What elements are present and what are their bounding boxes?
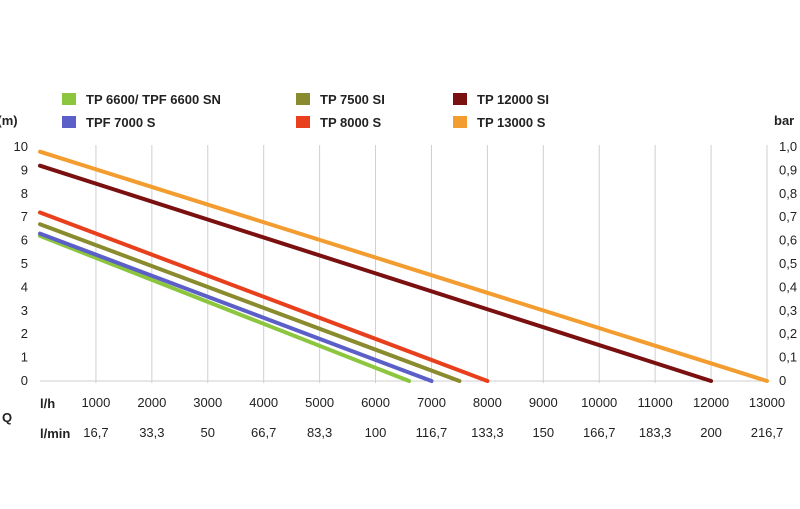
y-right-tick-label: 0,4 bbox=[779, 279, 797, 294]
x-lmin-tick-label: 116,7 bbox=[416, 425, 448, 440]
y-right-tick-label: 0,6 bbox=[779, 233, 797, 248]
legend-label: TPF 7000 S bbox=[86, 114, 156, 130]
lh-label: l/h bbox=[40, 396, 56, 411]
legend-item-tp13000: TP 13000 S bbox=[453, 114, 545, 130]
series-line-tpf-7000-s bbox=[38, 231, 434, 383]
x-lmin-tick-label: 66,7 bbox=[251, 425, 276, 440]
y-right-tick-label: 0,5 bbox=[779, 256, 797, 271]
series-line-tp-6600-tpf-6600-sn bbox=[38, 233, 412, 383]
x-lmin-tick-label: 200 bbox=[700, 425, 722, 440]
y-right-tick-label: 0,7 bbox=[779, 209, 797, 224]
x-lh-tick-label: 1000 bbox=[81, 395, 110, 410]
y-left-axis-label: H(m) bbox=[0, 113, 18, 128]
series-line-tp-12000-si bbox=[38, 163, 714, 383]
x-lmin-tick-label: 183,3 bbox=[639, 425, 672, 440]
y-left-tick-label: 7 bbox=[21, 209, 28, 224]
x-lmin-tick-label: 16,7 bbox=[83, 425, 108, 440]
legend-item-tpf7000: TPF 7000 S bbox=[62, 114, 155, 130]
legend-label: TP 13000 S bbox=[477, 114, 546, 130]
x-lh-tick-label: 2000 bbox=[137, 395, 166, 410]
series-line-tp-8000-s bbox=[38, 210, 490, 383]
y-right-tick-label: 0,8 bbox=[779, 186, 797, 201]
x-lmin-tick-label: 133,3 bbox=[471, 425, 504, 440]
series-line-tp-7500-si bbox=[38, 222, 462, 383]
y-left-tick-label: 2 bbox=[21, 326, 28, 341]
x-lmin-tick-label: 83,3 bbox=[307, 425, 332, 440]
legend-item-tp12000: TP 12000 SI bbox=[453, 91, 549, 107]
legend-label: TP 8000 S bbox=[320, 114, 382, 130]
legend-item-tp6600: TP 6600/ TPF 6600 SN bbox=[62, 91, 221, 107]
x-lh-tick-label: 11000 bbox=[638, 395, 673, 410]
x-lh-tick-label: 3000 bbox=[193, 395, 222, 410]
legend-item-tp7500: TP 7500 SI bbox=[296, 91, 385, 107]
legend-label: TP 7500 SI bbox=[320, 91, 385, 107]
legend-item-tp8000: TP 8000 S bbox=[296, 114, 381, 130]
y-left-tick-label: 4 bbox=[21, 279, 28, 294]
y-right-tick-label: 0,2 bbox=[779, 326, 797, 341]
x-lh-tick-label: 8000 bbox=[473, 395, 502, 410]
legend-swatch bbox=[62, 93, 76, 105]
x-lh-tick-label: 13000 bbox=[749, 395, 785, 410]
x-lmin-tick-label: 216,7 bbox=[751, 425, 784, 440]
y-left-tick-label: 5 bbox=[21, 256, 28, 271]
y-left-tick-label: 1 bbox=[21, 350, 28, 365]
x-lmin-tick-label: 33,3 bbox=[139, 425, 164, 440]
y-left-tick-label: 10 bbox=[14, 139, 28, 154]
y-left-tick-label: 8 bbox=[21, 186, 28, 201]
x-lh-tick-label: 10000 bbox=[581, 395, 617, 410]
y-left-tick-label: 0 bbox=[21, 373, 28, 388]
x-lh-tick-label: 5000 bbox=[305, 395, 334, 410]
legend-label: TP 6600/ TPF 6600 SN bbox=[86, 91, 221, 107]
x-lh-tick-label: 12000 bbox=[693, 395, 729, 410]
legend-swatch bbox=[296, 116, 310, 128]
x-lh-tick-label: 7000 bbox=[417, 395, 446, 410]
x-lh-tick-label: 6000 bbox=[361, 395, 390, 410]
y-left-tick-label: 9 bbox=[21, 162, 28, 177]
q-label: Q bbox=[2, 410, 13, 425]
x-lh-tick-label: 4000 bbox=[249, 395, 278, 410]
x-lmin-tick-label: 50 bbox=[201, 425, 215, 440]
y-right-tick-label: 1,0 bbox=[779, 139, 797, 154]
legend-swatch bbox=[296, 93, 310, 105]
legend-label: TP 12000 SI bbox=[477, 91, 550, 107]
y-right-tick-label: 0,1 bbox=[779, 350, 797, 365]
x-lmin-tick-label: 150 bbox=[532, 425, 554, 440]
y-right-tick-label: 0,3 bbox=[779, 303, 797, 318]
y-left-tick-label: 3 bbox=[21, 303, 28, 318]
legend-swatch bbox=[453, 93, 467, 105]
x-lh-tick-label: 9000 bbox=[529, 395, 558, 410]
y-right-tick-label: 0 bbox=[779, 373, 786, 388]
y-right-tick-label: 0,9 bbox=[779, 162, 797, 177]
legend-swatch bbox=[453, 116, 467, 128]
x-lmin-tick-label: 166,7 bbox=[583, 425, 616, 440]
legend-swatch bbox=[62, 116, 76, 128]
series-line-tp-13000-s bbox=[38, 149, 769, 383]
x-lmin-tick-label: 100 bbox=[365, 425, 387, 440]
y-left-tick-label: 6 bbox=[21, 233, 28, 248]
lmin-label: l/min bbox=[40, 426, 71, 441]
y-right-axis-label: bar bbox=[774, 113, 795, 128]
